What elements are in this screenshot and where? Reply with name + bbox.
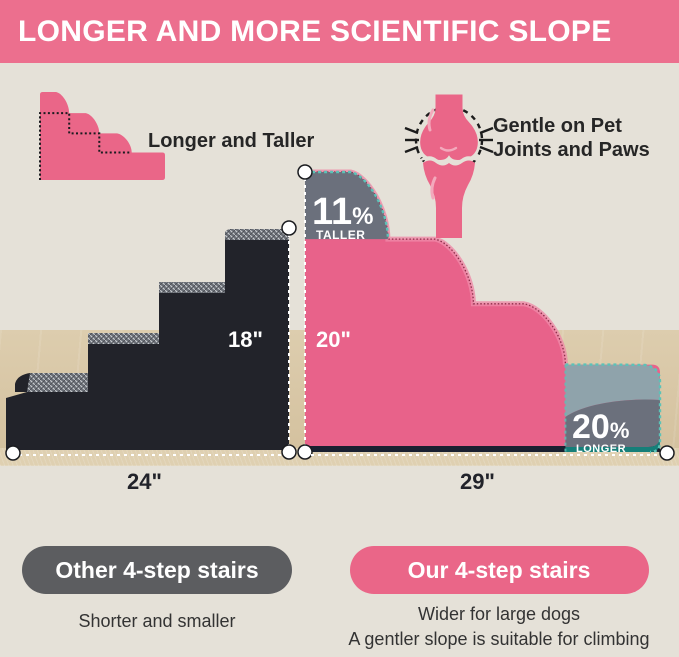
svg-text:A gentler slope is suitable fo: A gentler slope is suitable for climbing bbox=[348, 629, 649, 649]
svg-text:Our 4-step stairs: Our 4-step stairs bbox=[408, 557, 591, 583]
svg-text:29": 29" bbox=[460, 469, 495, 494]
svg-text:Other 4-step stairs: Other 4-step stairs bbox=[55, 557, 258, 583]
svg-text:24": 24" bbox=[127, 469, 162, 494]
svg-text:TALLER: TALLER bbox=[316, 228, 365, 242]
svg-text:Gentle on Pet: Gentle on Pet bbox=[493, 115, 622, 137]
svg-text:Shorter and smaller: Shorter and smaller bbox=[78, 611, 235, 631]
svg-text:Longer and Taller: Longer and Taller bbox=[148, 130, 315, 152]
svg-text:Joints and Paws: Joints and Paws bbox=[493, 139, 650, 161]
svg-text:Wider for large dogs: Wider for large dogs bbox=[418, 604, 580, 624]
svg-text:LONGER: LONGER bbox=[576, 443, 626, 455]
svg-text:20": 20" bbox=[316, 327, 351, 352]
svg-text:18": 18" bbox=[228, 327, 263, 352]
